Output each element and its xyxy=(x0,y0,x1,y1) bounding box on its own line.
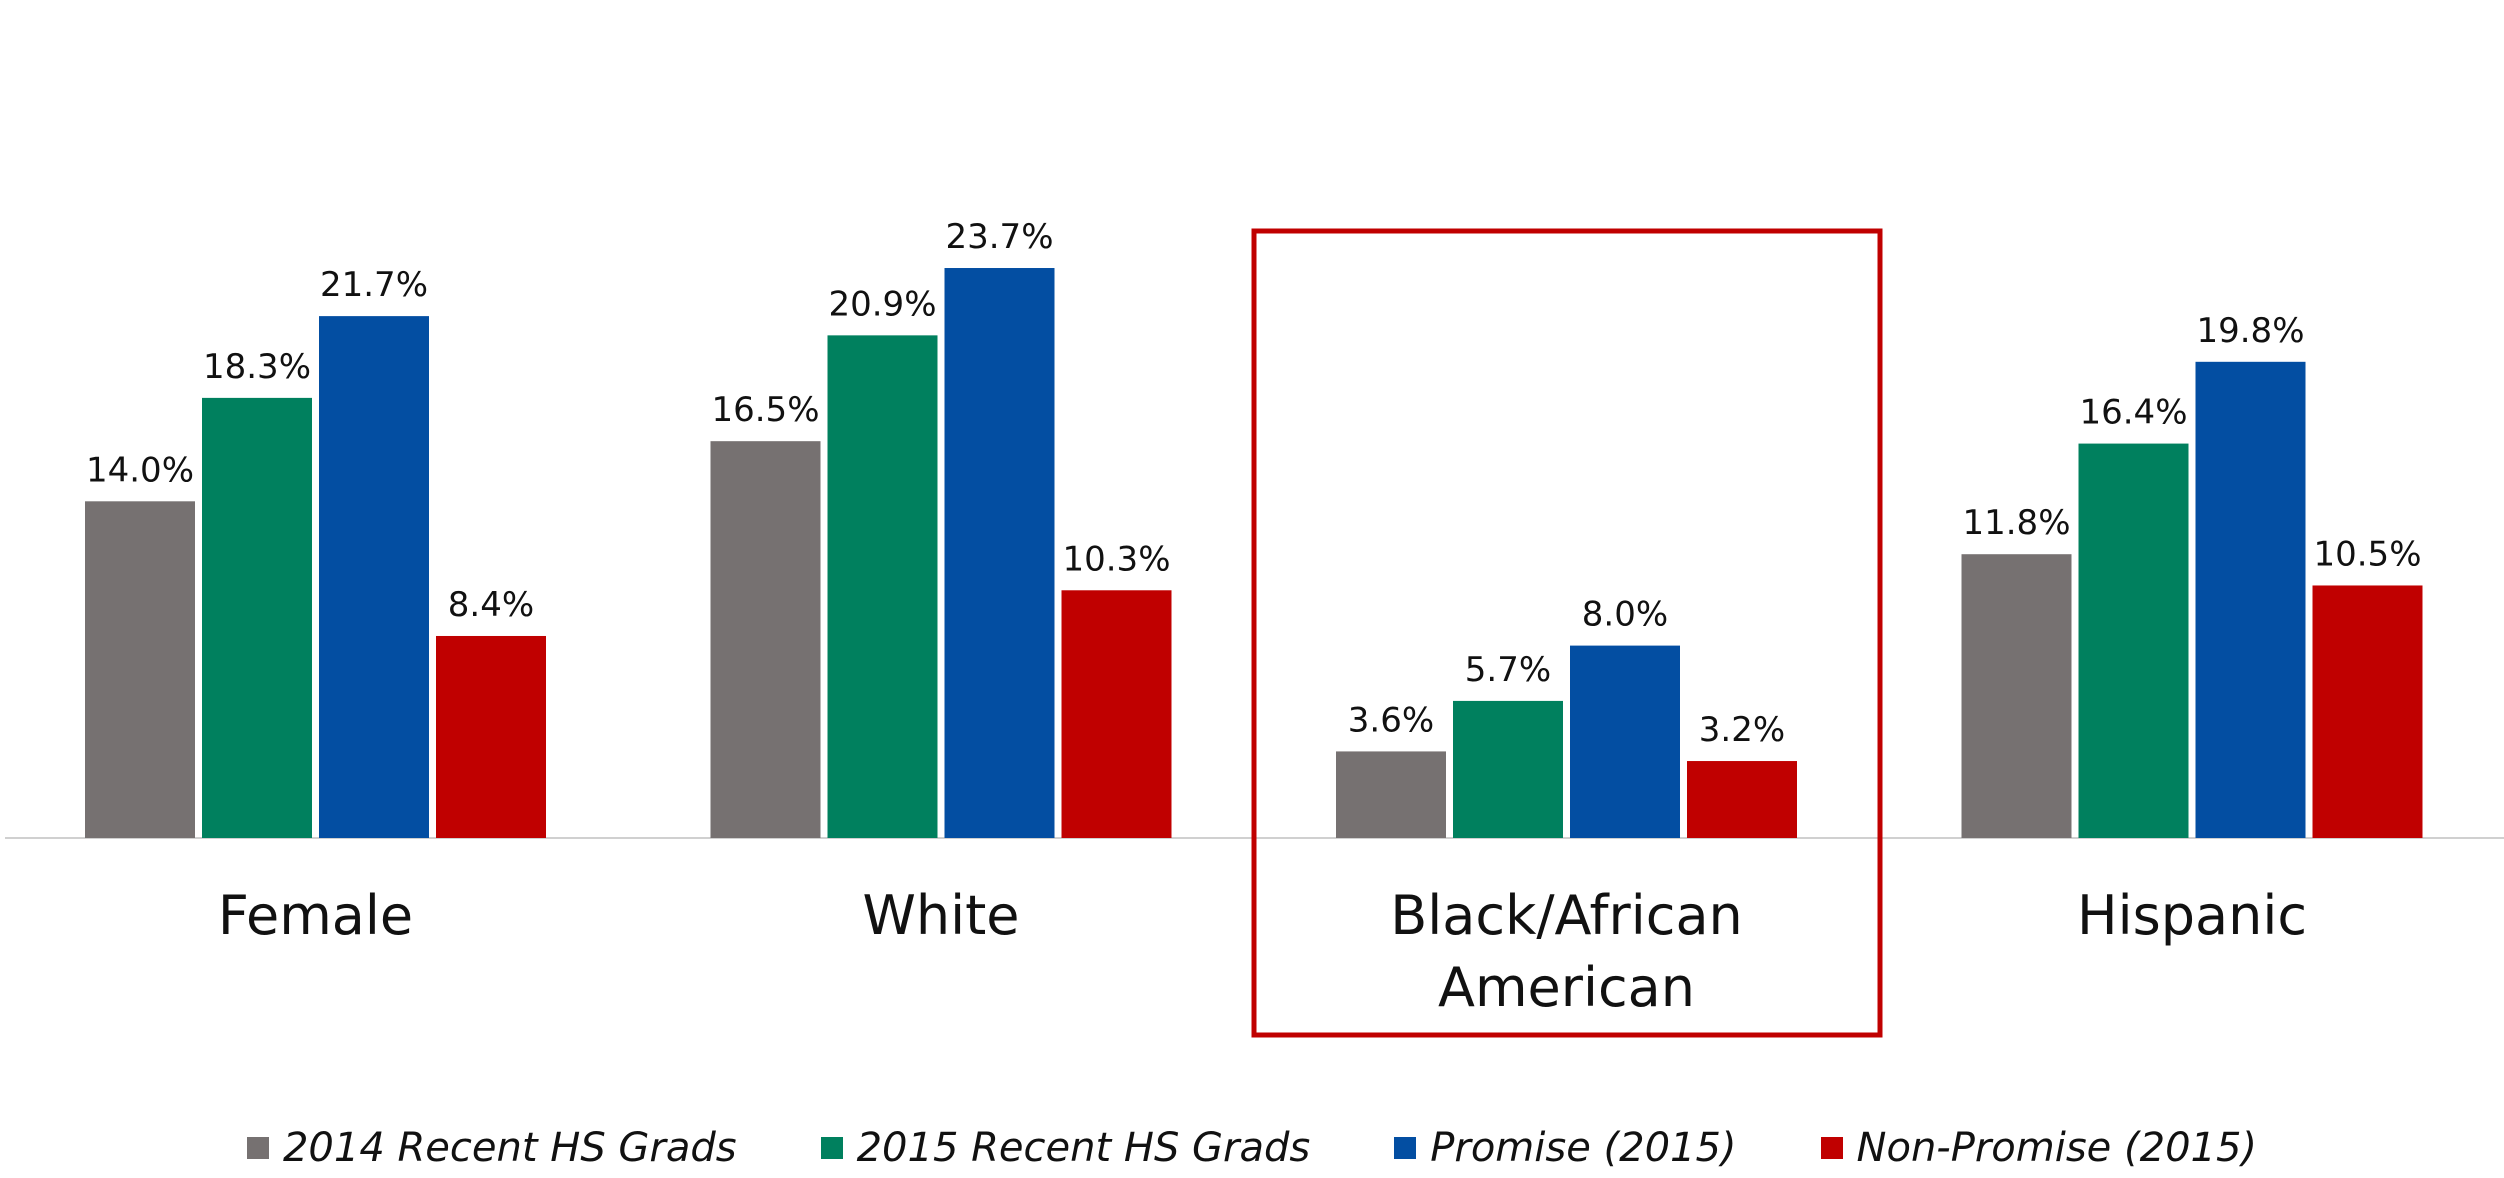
value-labels-layer: 14.0% 18.3% 21.7% 8.4% 16.5% 20.9%23.7% 10.3% 3… xyxy=(86,217,2422,750)
data-label-black-african-american-promise-2015: 8.0% xyxy=(1582,595,1668,635)
legend-label: 2014 Recent HS Grads xyxy=(282,1125,737,1171)
bar-black-african-american-promise-2015 xyxy=(1570,645,1680,838)
bar-black-african-american-2015-recent-hs-grads xyxy=(1453,700,1563,838)
data-label-white-non-promise-2015: 10.3% xyxy=(1062,539,1170,579)
legend-item-2014-recent-hs-grads: 2014 Recent HS Grads xyxy=(246,1125,737,1171)
bar-female-2015-recent-hs-grads xyxy=(202,397,312,838)
bar-female-2014-recent-hs-grads xyxy=(85,501,195,838)
bar-white-promise-2015 xyxy=(944,268,1055,838)
legend-item-2015-recent-hs-grads: 2015 Recent HS Grads xyxy=(820,1125,1311,1171)
bar-hispanic-promise-2015 xyxy=(2195,361,2306,838)
legend: 2014 Recent HS Grads 2015 Recent HS Grads… xyxy=(0,1118,2504,1178)
category-label-hispanic: Hispanic xyxy=(2077,884,2307,947)
bar-hispanic-2014-recent-hs-grads xyxy=(1961,554,2072,838)
legend-swatch xyxy=(246,1137,269,1159)
legend-label: Non-Promise (2015) xyxy=(1856,1125,2258,1171)
data-label-female-2014-recent-hs-grads: 14.0% xyxy=(86,450,194,490)
data-label-female-promise-2015: 21.7% xyxy=(320,265,428,305)
bar-white-2014-recent-hs-grads xyxy=(710,441,821,838)
bar-hispanic-non-promise-2015 xyxy=(2312,585,2423,838)
legend-swatch xyxy=(1820,1137,1843,1159)
bar-female-non-promise-2015 xyxy=(436,635,546,838)
data-label-black-african-american-2014-recent-hs-grads: 3.6% xyxy=(1348,700,1434,740)
bars-layer xyxy=(85,268,2423,838)
data-label-female-2015-recent-hs-grads: 18.3% xyxy=(203,347,311,387)
legend-swatch xyxy=(1394,1137,1417,1159)
data-label-black-african-american-non-promise-2015: 3.2% xyxy=(1699,710,1785,750)
legend-item-promise-2015: Promise (2015) xyxy=(1394,1125,1737,1171)
category-labels-layer: Female White Black/African American Hispanic xyxy=(218,884,2307,1019)
data-label-black-african-american-2015-recent-hs-grads: 5.7% xyxy=(1465,650,1551,690)
data-label-hispanic-2014-recent-hs-grads: 11.8% xyxy=(1962,503,2070,543)
category-label-black-african-american: Black/African American xyxy=(1390,884,1743,1019)
legend-swatch xyxy=(820,1137,843,1159)
bar-hispanic-2015-recent-hs-grads xyxy=(2078,443,2189,838)
data-label-hispanic-2015-recent-hs-grads: 16.4% xyxy=(2079,393,2187,433)
legend-label: 2015 Recent HS Grads xyxy=(856,1125,1311,1171)
bar-white-non-promise-2015 xyxy=(1061,590,1172,838)
bar-black-african-american-2014-recent-hs-grads xyxy=(1336,751,1446,838)
highlight-box xyxy=(1251,228,1883,1038)
data-label-white-2014-recent-hs-grads: 16.5% xyxy=(711,390,819,430)
legend-label: Promise (2015) xyxy=(1430,1125,1737,1171)
data-label-hispanic-non-promise-2015: 10.5% xyxy=(2313,534,2421,574)
bar-white-2015-recent-hs-grads xyxy=(827,335,938,838)
data-label-hispanic-promise-2015: 19.8% xyxy=(2196,311,2304,351)
data-label-white-promise-2015: 23.7% xyxy=(945,217,1053,257)
category-label-white: White xyxy=(862,884,1019,947)
legend-item-non-promise-2015: Non-Promise (2015) xyxy=(1820,1125,2258,1171)
bar-black-african-american-non-promise-2015 xyxy=(1687,761,1797,838)
data-label-female-non-promise-2015: 8.4% xyxy=(448,585,534,625)
category-label-female: Female xyxy=(218,884,413,947)
bar-female-promise-2015 xyxy=(319,316,429,838)
data-label-white-2015-recent-hs-grads: 20.9% xyxy=(828,284,936,324)
